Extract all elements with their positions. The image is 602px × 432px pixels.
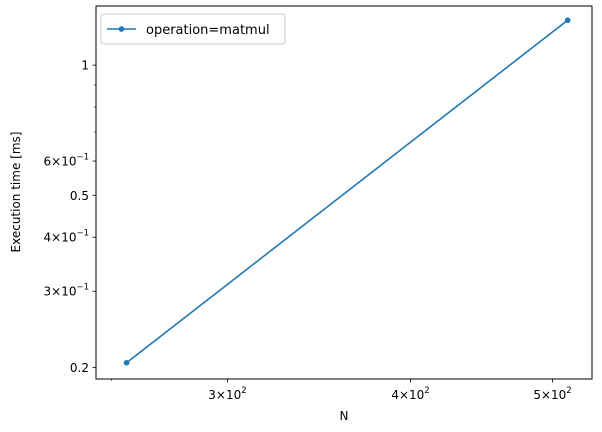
y-tick-label: 6×10−1 [44, 153, 90, 169]
legend-entry-label: operation=matmul [146, 23, 270, 38]
legend-marker-icon [118, 26, 125, 32]
legend-box [100, 13, 286, 45]
y-tick-label: 1 [81, 59, 89, 73]
x-tick-label: 3×102 [208, 386, 246, 402]
y-tick-label: 0.5 [70, 189, 89, 203]
x-tick-label: 4×102 [391, 386, 429, 402]
y-axis-label: Execution time [ms] [9, 132, 23, 253]
x-axis-ticks: 3×102 4×102 5×102 [111, 379, 572, 402]
plot-area [95, 5, 593, 380]
x-axis-label: N [340, 409, 349, 423]
data-point [564, 17, 571, 24]
y-axis-ticks: 0.2 3×10−1 4×10−1 0.5 6×10−1 1 [44, 59, 96, 375]
data-point [123, 359, 130, 366]
legend: operation=matmul [100, 13, 286, 45]
y-tick-label: 4×10−1 [44, 229, 90, 245]
y-tick-label: 3×10−1 [44, 283, 90, 299]
x-tick-label: 5×102 [533, 386, 571, 402]
series-layer [123, 17, 571, 366]
y-tick-label: 0.2 [70, 361, 89, 375]
series-line [126, 19, 569, 364]
